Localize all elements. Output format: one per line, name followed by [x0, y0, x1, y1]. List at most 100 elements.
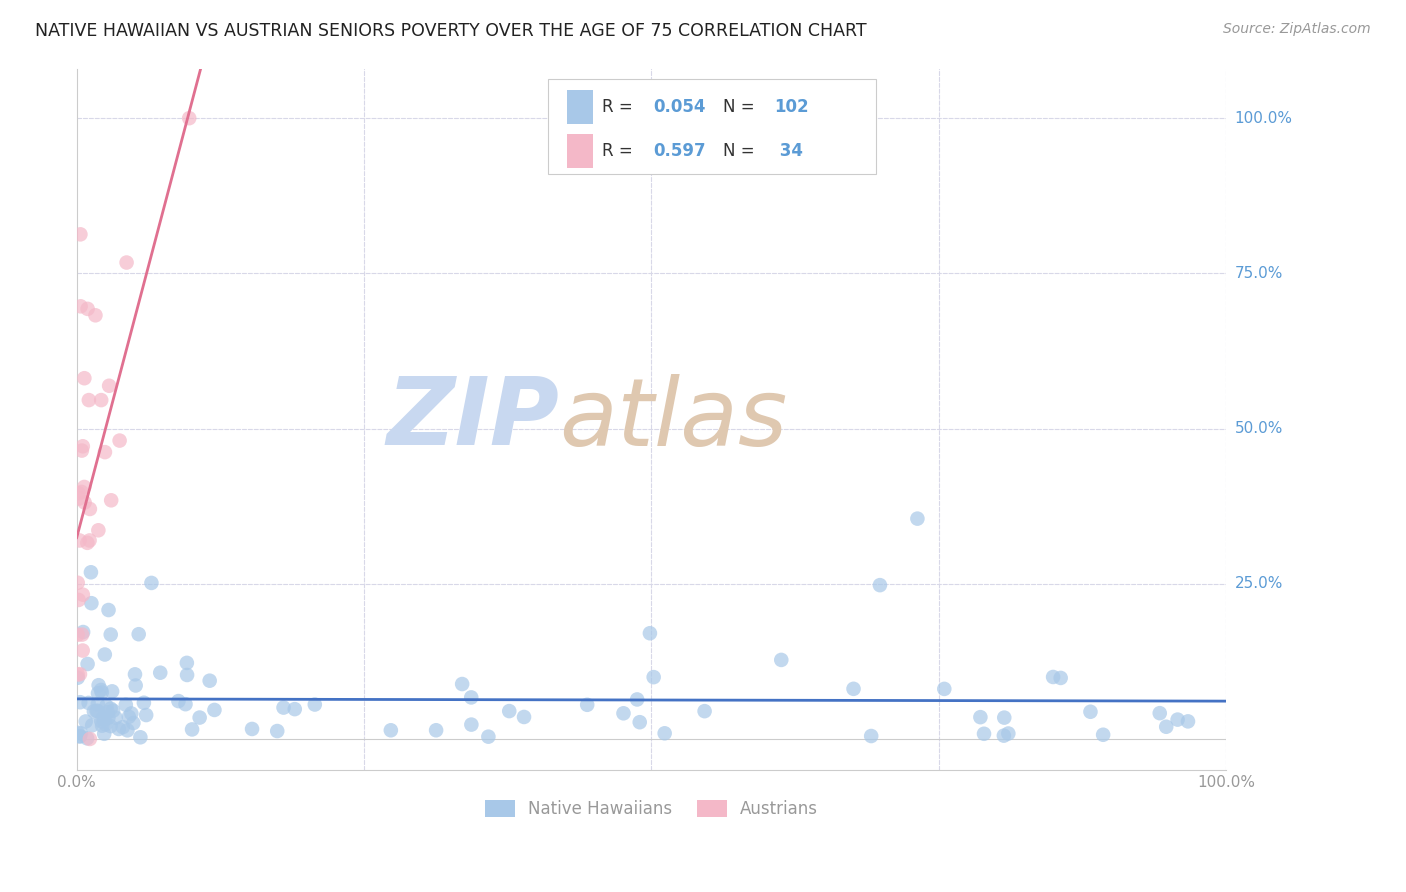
Text: 0.054: 0.054 — [654, 98, 706, 116]
Point — [460, 717, 482, 731]
Point — [94, 648, 117, 662]
FancyBboxPatch shape — [568, 90, 593, 124]
Point — [84, 308, 107, 322]
Point — [66, 628, 89, 642]
Point — [87, 697, 110, 711]
Point — [460, 690, 482, 705]
Point — [1154, 720, 1177, 734]
Point — [93, 713, 115, 727]
Point — [643, 670, 665, 684]
FancyBboxPatch shape — [548, 79, 876, 174]
Point — [176, 656, 198, 670]
Point — [240, 722, 263, 736]
Text: 100.0%: 100.0% — [1234, 111, 1292, 126]
Point — [70, 726, 93, 740]
Point — [638, 626, 661, 640]
Text: R =: R = — [602, 98, 638, 116]
Point — [73, 371, 96, 385]
Text: N =: N = — [723, 142, 759, 160]
Point — [80, 596, 103, 610]
Point — [1092, 728, 1115, 742]
Point — [141, 576, 163, 591]
Point — [204, 703, 226, 717]
Point — [69, 729, 91, 743]
Point — [77, 696, 100, 710]
Point — [91, 719, 114, 733]
Point — [66, 726, 89, 740]
Point — [907, 511, 929, 525]
Text: R =: R = — [602, 142, 638, 160]
Point — [69, 667, 91, 681]
Point — [132, 696, 155, 710]
Point — [90, 393, 112, 408]
Point — [75, 714, 97, 729]
Point — [860, 729, 883, 743]
Point — [179, 111, 201, 125]
Point — [1049, 671, 1071, 685]
Point — [118, 710, 141, 724]
Point — [70, 627, 93, 641]
Point — [993, 729, 1015, 743]
Point — [90, 682, 112, 697]
Point — [101, 684, 124, 698]
Point — [87, 678, 110, 692]
Text: 0.597: 0.597 — [654, 142, 706, 160]
Text: Source: ZipAtlas.com: Source: ZipAtlas.com — [1223, 22, 1371, 37]
Point — [76, 536, 98, 550]
Point — [73, 480, 96, 494]
Point — [114, 698, 136, 712]
Point — [135, 708, 157, 723]
Point — [129, 731, 152, 745]
Point — [117, 723, 139, 738]
Text: N =: N = — [723, 98, 759, 116]
Point — [94, 717, 117, 731]
Point — [97, 603, 120, 617]
Point — [122, 716, 145, 731]
Text: atlas: atlas — [560, 374, 787, 465]
Point — [266, 724, 288, 739]
Text: 50.0%: 50.0% — [1234, 421, 1282, 436]
Point — [76, 657, 98, 671]
Point — [79, 731, 101, 746]
Point — [451, 677, 474, 691]
Point — [934, 681, 956, 696]
Text: NATIVE HAWAIIAN VS AUSTRIAN SENIORS POVERTY OVER THE AGE OF 75 CORRELATION CHART: NATIVE HAWAIIAN VS AUSTRIAN SENIORS POVE… — [35, 22, 866, 40]
Point — [770, 653, 793, 667]
Point — [67, 491, 90, 506]
Point — [128, 627, 150, 641]
Point — [101, 704, 124, 718]
Point — [1167, 713, 1189, 727]
Point — [108, 434, 131, 448]
Point — [124, 667, 146, 681]
Point — [612, 706, 634, 721]
Point — [969, 710, 991, 724]
Point — [181, 723, 204, 737]
Point — [70, 443, 93, 458]
Text: 102: 102 — [775, 98, 808, 116]
Point — [973, 727, 995, 741]
Point — [654, 726, 676, 740]
Point — [425, 723, 447, 738]
Point — [66, 671, 89, 685]
Point — [83, 704, 105, 718]
Point — [1080, 705, 1102, 719]
Point — [69, 227, 91, 242]
Point — [100, 493, 122, 508]
Point — [626, 692, 648, 706]
Point — [72, 625, 94, 640]
Point — [100, 627, 122, 641]
Point — [76, 731, 98, 746]
Point — [70, 484, 93, 499]
Point — [1149, 706, 1171, 721]
Point — [87, 523, 110, 537]
Point — [628, 715, 651, 730]
Point — [69, 533, 91, 548]
Point — [66, 667, 89, 681]
Point — [1177, 714, 1199, 729]
Point — [90, 714, 112, 728]
Point — [176, 668, 198, 682]
Point — [69, 299, 91, 313]
Point — [273, 700, 295, 714]
Point — [304, 698, 326, 712]
Point — [94, 445, 117, 459]
